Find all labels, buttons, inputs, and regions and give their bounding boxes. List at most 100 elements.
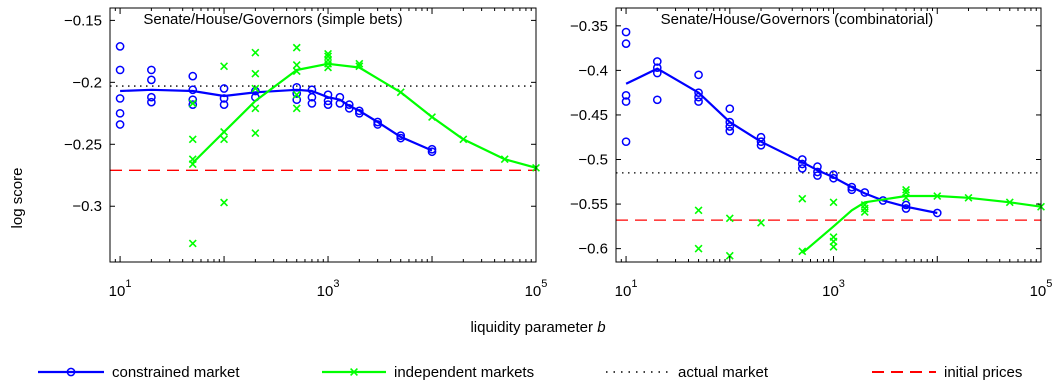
reference-lines xyxy=(110,85,536,171)
y-tick-label: −0.45 xyxy=(570,107,608,124)
data-point xyxy=(335,92,345,102)
data-point xyxy=(147,97,156,107)
data-point xyxy=(307,99,317,108)
data-point xyxy=(344,104,354,113)
data-point xyxy=(307,92,317,102)
data-point xyxy=(147,65,156,75)
series-group xyxy=(621,27,1045,260)
data-point xyxy=(251,69,260,78)
data-point xyxy=(188,99,197,108)
data-point xyxy=(115,94,125,103)
chart-panel-combinatorial: Senate/House/Governors (combinatorial) 1… xyxy=(570,7,1053,300)
data-point xyxy=(847,182,857,192)
independent-markets-line xyxy=(801,194,1042,254)
legend-label: actual market xyxy=(678,364,769,381)
y-tick-label: −0.3 xyxy=(72,198,102,215)
data-point xyxy=(355,62,364,71)
data-point xyxy=(813,171,822,180)
data-point xyxy=(694,97,703,106)
constrained-market-series xyxy=(115,42,437,157)
data-point xyxy=(324,63,333,72)
y-tick-label: −0.35 xyxy=(570,18,608,35)
constrained-market-series xyxy=(621,27,942,218)
series-group xyxy=(115,42,540,248)
data-point xyxy=(901,200,911,210)
data-point xyxy=(219,100,229,109)
data-point xyxy=(694,244,703,253)
data-point xyxy=(335,99,345,108)
data-point xyxy=(292,82,302,92)
data-point xyxy=(251,104,260,113)
data-point xyxy=(219,84,229,93)
x-tick-label: 101 xyxy=(109,278,132,300)
data-point xyxy=(147,92,156,102)
x-axis-label-variable: b xyxy=(597,319,605,336)
data-point xyxy=(323,90,333,100)
data-point xyxy=(147,75,156,85)
data-point xyxy=(251,48,260,57)
legend-marker xyxy=(350,368,358,376)
data-point xyxy=(694,70,703,80)
data-point xyxy=(292,95,302,105)
data-point xyxy=(694,206,703,215)
legend-item-initial-prices: initial prices xyxy=(872,364,1022,381)
data-point xyxy=(500,155,509,164)
data-point xyxy=(1005,198,1014,207)
data-point xyxy=(694,88,703,98)
chart-title: Senate/House/Governors (simple bets) xyxy=(143,11,402,28)
data-point xyxy=(860,204,869,213)
y-tick-label: −0.55 xyxy=(570,196,608,213)
plot-frame xyxy=(109,7,537,263)
data-point xyxy=(725,117,735,127)
data-point xyxy=(373,117,382,127)
y-tick-label: −0.2 xyxy=(72,74,102,91)
data-point xyxy=(115,65,125,75)
independent-markets-line xyxy=(192,62,537,169)
data-point xyxy=(115,120,125,129)
legend-item-constrained-market: constrained market xyxy=(38,364,240,381)
data-point xyxy=(621,97,631,106)
x-axis-label: liquidity parameter b xyxy=(470,319,605,336)
data-point xyxy=(757,218,765,227)
data-point xyxy=(621,39,631,48)
data-point xyxy=(829,173,838,183)
data-point xyxy=(797,164,807,173)
data-point xyxy=(188,160,197,169)
data-point xyxy=(427,144,437,154)
chart-panel-simple-bets: Senate/House/Governors (simple bets) 101… xyxy=(64,7,548,300)
legend: constrained market independent markets act… xyxy=(38,364,1022,381)
x-tick-label: 101 xyxy=(615,278,638,300)
data-point xyxy=(373,120,382,129)
data-point xyxy=(188,71,198,81)
data-point xyxy=(220,62,229,71)
legend-label: independent markets xyxy=(394,364,534,381)
data-point xyxy=(219,94,229,103)
y-tick-label: −0.4 xyxy=(578,62,608,79)
independent-markets-series xyxy=(188,43,540,248)
data-point xyxy=(292,61,301,69)
data-point xyxy=(323,96,333,106)
data-point xyxy=(396,131,406,140)
data-point xyxy=(829,198,838,207)
data-point xyxy=(652,63,662,73)
x-tick-label: 105 xyxy=(1030,278,1053,300)
data-point xyxy=(964,193,973,202)
data-point xyxy=(323,100,333,109)
data-point xyxy=(813,162,822,171)
x-axis-label-main: liquidity parameter xyxy=(470,319,597,336)
plot-frame xyxy=(615,7,1042,263)
data-point xyxy=(220,135,229,144)
data-point xyxy=(725,104,735,114)
data-point xyxy=(621,90,631,100)
y-tick-label: −0.15 xyxy=(64,12,102,29)
data-point xyxy=(292,90,301,99)
data-point xyxy=(829,170,838,180)
data-point xyxy=(725,126,735,136)
y-axis-label: log score xyxy=(9,168,26,229)
data-point xyxy=(292,89,302,98)
data-point xyxy=(251,129,260,138)
x-tick-label: 105 xyxy=(525,278,548,300)
data-point xyxy=(797,155,807,164)
data-point xyxy=(652,68,662,78)
